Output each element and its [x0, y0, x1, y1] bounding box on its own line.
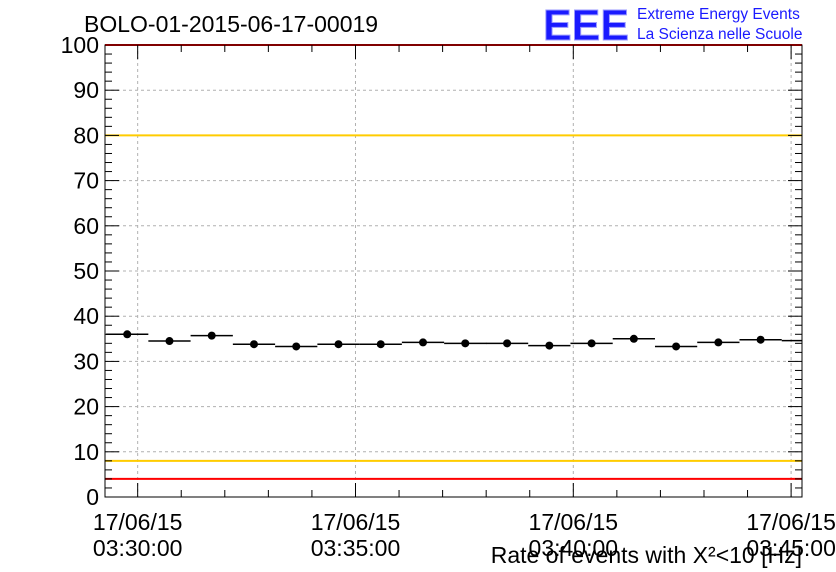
- y-tick-label: 30: [73, 348, 99, 374]
- data-point: [503, 339, 512, 348]
- data-point: [376, 340, 385, 349]
- data-points: [106, 330, 802, 351]
- y-axis: 0 10 20 30 40 50 60 70 80 90 100: [61, 32, 802, 510]
- data-point: [123, 330, 132, 339]
- y-tick-label: 100: [61, 32, 99, 58]
- data-point: [334, 340, 343, 349]
- x-axis-label: Rate of events with X²<10 [Hz]: [491, 542, 802, 568]
- y-tick-label: 80: [73, 122, 99, 148]
- logo-mark: EEE: [543, 1, 629, 50]
- y-tick-label: 70: [73, 168, 99, 194]
- data-point: [249, 340, 258, 349]
- data-point: [461, 339, 470, 348]
- y-tick-label: 60: [73, 213, 99, 239]
- x-axis: 17/06/1503:30:0017/06/1503:35:0017/06/15…: [93, 45, 836, 561]
- x-tick-date: 17/06/15: [93, 509, 183, 535]
- data-point: [545, 341, 554, 350]
- data-point: [165, 337, 174, 346]
- x-tick-time: 03:30:00: [93, 535, 183, 561]
- y-tick-label: 50: [73, 258, 99, 284]
- eee-logo: EEE Extreme Energy Events La Scienza nel…: [543, 1, 803, 51]
- x-tick-date: 17/06/15: [746, 509, 836, 535]
- reference-lines: [105, 44, 802, 480]
- x-tick-date: 17/06/15: [529, 509, 619, 535]
- x-tick-time: 03:40:00: [529, 535, 619, 561]
- x-tick-time: 03:35:00: [311, 535, 401, 561]
- logo-line1: Extreme Energy Events: [637, 6, 800, 23]
- grid-lines: [105, 45, 802, 497]
- data-point: [207, 331, 216, 340]
- y-tick-label: 0: [86, 484, 99, 510]
- data-point: [292, 342, 301, 351]
- chart-title: BOLO-01-2015-06-17-00019: [84, 11, 378, 37]
- y-tick-label: 20: [73, 394, 99, 420]
- data-point: [419, 338, 428, 347]
- y-tick-label: 90: [73, 77, 99, 103]
- data-point: [714, 338, 723, 347]
- data-point: [587, 339, 596, 348]
- y-tick-label: 40: [73, 303, 99, 329]
- logo-line2: La Scienza nelle Scuole: [637, 26, 802, 43]
- x-tick-date: 17/06/15: [311, 509, 401, 535]
- data-point: [672, 342, 681, 351]
- y-tick-label: 10: [73, 439, 99, 465]
- data-point: [756, 335, 765, 344]
- x-tick-time: 03:45:00: [746, 535, 836, 561]
- data-point: [629, 334, 638, 343]
